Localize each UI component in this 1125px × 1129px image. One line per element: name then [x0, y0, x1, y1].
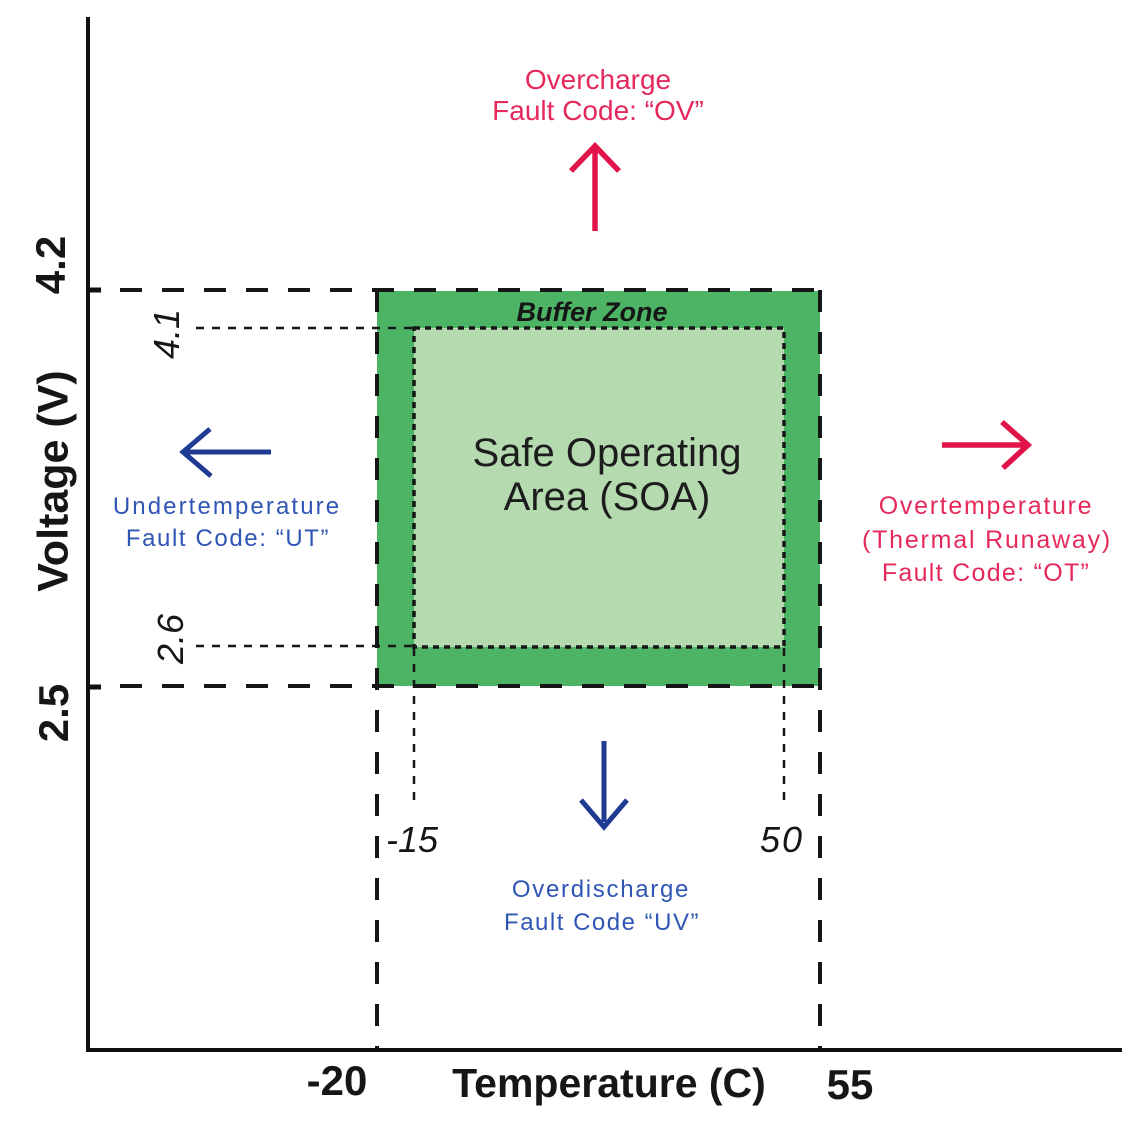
svg-text:Fault Code: “OT”: Fault Code: “OT”: [882, 559, 1090, 587]
svg-text:2.5: 2.5: [30, 684, 77, 742]
svg-text:Undertemperature: Undertemperature: [113, 493, 341, 520]
svg-text:Overtemperature: Overtemperature: [879, 492, 1093, 520]
svg-text:Fault Code “UV”: Fault Code “UV”: [504, 909, 700, 936]
svg-text:Temperature (C): Temperature (C): [452, 1060, 766, 1106]
svg-text:4.1: 4.1: [146, 309, 187, 359]
svg-text:-15: -15: [386, 819, 439, 860]
svg-text:(Thermal Runaway): (Thermal Runaway): [862, 526, 1112, 554]
svg-text:Buffer Zone: Buffer Zone: [516, 297, 667, 327]
svg-text:Overdischarge: Overdischarge: [512, 876, 690, 903]
svg-text:-20: -20: [307, 1057, 368, 1104]
svg-text:Area (SOA): Area (SOA): [504, 475, 711, 519]
svg-text:Fault Code: “OV”: Fault Code: “OV”: [492, 95, 704, 126]
svg-text:2.6: 2.6: [150, 613, 191, 665]
svg-text:Overcharge: Overcharge: [525, 64, 671, 95]
svg-text:Safe Operating: Safe Operating: [472, 431, 741, 475]
svg-text:Voltage (V): Voltage (V): [30, 370, 78, 591]
svg-text:Fault Code: “UT”: Fault Code: “UT”: [126, 525, 330, 552]
svg-text:55: 55: [827, 1061, 874, 1108]
svg-text:50: 50: [760, 819, 804, 860]
svg-text:4.2: 4.2: [27, 236, 74, 294]
